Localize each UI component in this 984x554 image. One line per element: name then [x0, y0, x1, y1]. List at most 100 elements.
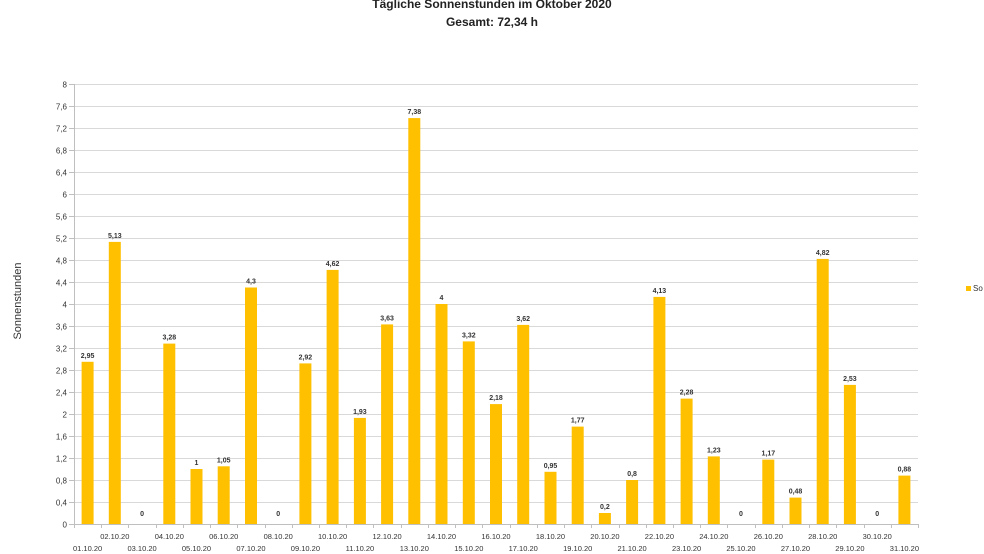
x-tick-label: 21.10.20: [617, 544, 646, 553]
data-label: 0,48: [789, 489, 803, 496]
data-label: 0,88: [898, 467, 912, 474]
x-tick-label: 23.10.20: [672, 544, 701, 553]
legend-label: So: [973, 284, 983, 293]
y-tick-label: 0,4: [56, 499, 68, 508]
x-tick-label: 05.10.20: [182, 544, 211, 553]
y-tick-label: 3,6: [56, 323, 68, 332]
y-tick-label: 2,4: [56, 389, 68, 398]
data-labels: 2,95 5,13 0 3,28 1 1,05 4,3 0 2,92 4,62 1,93 3,63 7,…: [81, 109, 912, 518]
data-label: 0,2: [600, 504, 610, 511]
y-tick-label: 2,8: [56, 367, 68, 376]
x-tick-label: 02.10.20: [100, 532, 129, 541]
y-tick-label: 6,4: [56, 169, 68, 178]
data-label: 1: [195, 460, 199, 467]
x-tick-label: 20.10.20: [590, 532, 619, 541]
bar: [245, 287, 257, 524]
bar: [816, 258, 829, 524]
bar: [217, 466, 230, 525]
data-label: 4,3: [246, 279, 256, 286]
bar: [108, 241, 121, 524]
bar: [435, 304, 448, 524]
bar: [898, 475, 911, 524]
data-label: 4,13: [653, 288, 667, 295]
bar: [353, 417, 366, 524]
data-label: 1,05: [217, 457, 231, 464]
y-tick-label: 4,4: [56, 279, 68, 288]
data-label: 3,63: [380, 315, 394, 322]
legend: So: [966, 284, 983, 293]
x-axis-ticks: 01.10.20 02.10.20 03.10.20 04.10.20 05.10.20…: [73, 524, 919, 553]
data-label: 2,95: [81, 353, 95, 360]
data-label: 4,62: [326, 261, 340, 268]
bar: [680, 398, 693, 524]
data-label: 2,53: [843, 376, 857, 383]
bar: [163, 343, 176, 524]
x-tick-label: 11.10.20: [346, 544, 375, 553]
chart-title: Tägliche Sonnenstunden im Oktober 2020: [372, 0, 612, 11]
x-tick-label: 24.10.20: [699, 532, 728, 541]
x-tick-label: 15.10.20: [454, 544, 483, 553]
y-tick-label: 4: [63, 301, 68, 310]
x-tick-label: 13.10.20: [400, 544, 429, 553]
data-label: 4: [440, 295, 444, 302]
bar: [626, 480, 639, 524]
data-label: 0: [140, 511, 144, 518]
y-tick-label: 4,8: [56, 257, 68, 266]
x-tick-label: 14.10.20: [427, 532, 456, 541]
data-label: 2,18: [489, 395, 503, 402]
y-tick-label: 0,8: [56, 477, 68, 486]
data-label: 3,28: [162, 335, 176, 342]
x-tick-label: 27.10.20: [781, 544, 810, 553]
y-tick-label: 5,2: [56, 235, 68, 244]
data-label: 2,28: [680, 390, 694, 397]
bar: [762, 459, 775, 524]
x-tick-label: 31.10.20: [890, 544, 919, 553]
bar: [462, 341, 475, 524]
x-tick-label: 22.10.20: [645, 532, 674, 541]
x-tick-label: 18.10.20: [536, 532, 565, 541]
y-tick-label: 6: [63, 191, 68, 200]
bar: [544, 471, 557, 525]
y-tick-label: 8: [63, 81, 68, 90]
x-tick-label: 04.10.20: [155, 532, 184, 541]
legend-swatch: [966, 286, 971, 291]
x-tick-label: 16.10.20: [481, 532, 510, 541]
bar: [490, 404, 502, 524]
x-tick-label: 08.10.20: [264, 532, 293, 541]
bar: [571, 426, 584, 524]
bar: [326, 269, 339, 524]
x-tick-label: 29.10.20: [835, 544, 864, 553]
y-tick-label: 7,2: [56, 125, 68, 134]
data-label: 2,92: [299, 354, 313, 361]
chart-subtitle: Gesamt: 72,34 h: [445, 15, 539, 29]
data-label: 0: [875, 511, 879, 518]
x-tick-label: 01.10.20: [73, 544, 102, 553]
data-label: 3,62: [516, 316, 530, 323]
bar: [789, 497, 802, 524]
gridlines: [74, 84, 918, 503]
x-tick-label: 28.10.20: [808, 532, 837, 541]
x-tick-label: 26.10.20: [754, 532, 783, 541]
y-tick-label: 1,2: [56, 455, 68, 464]
x-tick-label: 30.10.20: [863, 532, 892, 541]
bar: [598, 513, 611, 524]
y-tick-label: 2: [63, 411, 68, 420]
bar: [299, 363, 312, 524]
data-label: 0,95: [544, 463, 558, 470]
axes: [74, 84, 918, 525]
y-tick-label: 0: [63, 521, 68, 530]
data-label: 4,82: [816, 250, 830, 257]
bars: [81, 118, 911, 525]
data-label: 3,32: [462, 332, 476, 339]
bar: [81, 361, 94, 525]
x-tick-label: 17.10.20: [509, 544, 538, 553]
data-label: 0: [276, 511, 280, 518]
bar: [707, 456, 720, 524]
bar: [843, 384, 856, 524]
data-label: 1,77: [571, 418, 585, 425]
data-label: 0: [739, 511, 743, 518]
bar: [381, 324, 394, 524]
y-tick-label: 5,6: [56, 213, 68, 222]
data-label: 5,13: [108, 233, 122, 240]
x-tick-label: 10.10.20: [318, 532, 347, 541]
